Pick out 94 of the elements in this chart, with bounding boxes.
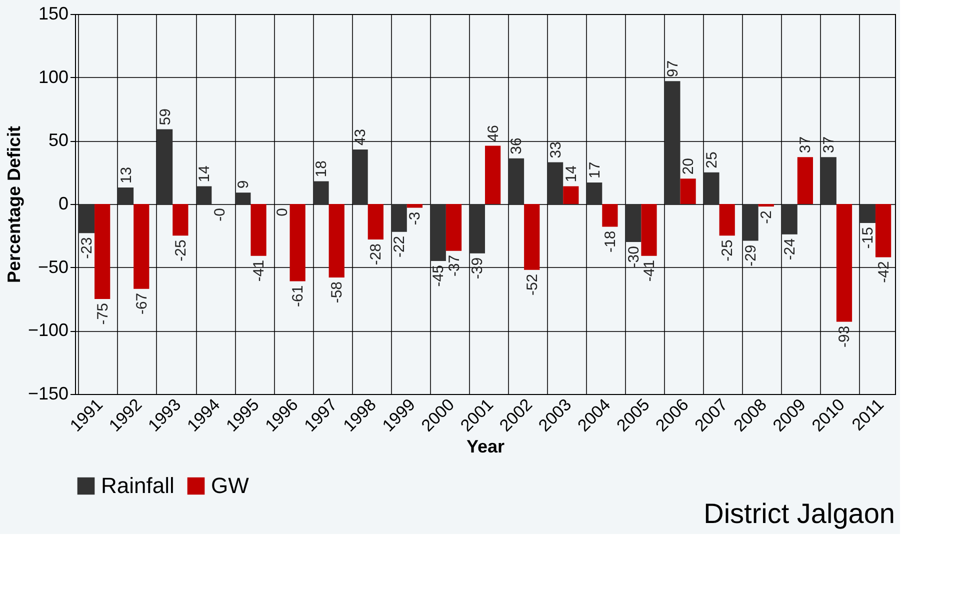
bar [664,81,680,204]
bar [602,204,618,227]
data-label: 97 [664,60,682,78]
data-label: -23 [78,237,96,259]
bar [446,204,462,251]
data-label: 0 [274,208,291,216]
bar [406,204,423,208]
data-label: 18 [313,160,330,178]
bar [290,204,306,282]
data-label: -52 [524,274,541,296]
data-label: 59 [156,108,174,126]
bar [157,129,173,204]
bar [430,204,446,261]
data-label: 46 [484,125,502,142]
bar [758,204,774,207]
bar [626,204,642,242]
bar [524,204,540,270]
bar [641,204,657,256]
data-label: -29 [742,244,760,266]
legend-label: GW [211,473,250,498]
data-label: 36 [508,138,526,154]
bar [469,204,485,254]
bar [172,204,188,236]
bar [563,186,579,204]
bar [250,204,266,256]
data-label: 43 [352,128,370,146]
bar [586,182,602,204]
data-label: -25 [172,240,190,262]
data-label: -45 [430,265,448,287]
y-tick-label: 100 [38,66,68,87]
bar [719,204,735,236]
bar [782,204,798,234]
data-label: 37 [820,136,838,154]
data-label: 9 [234,180,252,189]
legend-label: Rainfall [101,473,174,498]
data-label: -41 [641,260,658,282]
bar [508,158,524,204]
bar [313,181,329,204]
data-label: -67 [133,292,150,315]
bar [368,204,384,240]
data-label: -22 [391,236,408,258]
bar [485,146,501,204]
data-label: -28 [368,243,385,266]
data-label: -37 [446,254,463,277]
data-label: -30 [625,246,642,268]
data-label: 17 [586,162,604,178]
data-label: -61 [290,285,307,307]
data-label: -41 [250,260,268,282]
bar [235,192,251,204]
data-label: -2 [758,210,776,224]
y-tick-label: −100 [28,320,68,340]
bar [875,204,892,258]
data-label: -25 [719,240,736,262]
bar [820,157,836,204]
y-tick-label: 0 [58,194,68,214]
data-label: -15 [860,227,877,249]
bar [118,188,134,204]
data-label: -42 [875,261,892,283]
x-axis-title: Year [466,436,505,457]
y-tick-label: −50 [38,256,68,277]
bar [742,204,758,241]
text: District Jalgaon [704,498,895,529]
bar [328,204,344,278]
bar [94,204,110,299]
bar [196,186,212,204]
data-label: 14 [196,166,213,182]
bar [680,178,696,204]
data-label: 37 [797,136,814,154]
bar [134,204,150,289]
bar [704,172,720,204]
data-label: -75 [94,303,112,325]
data-label: 13 [118,166,135,184]
data-label: -58 [328,281,346,304]
data-label: 25 [703,152,720,168]
data-label: -24 [782,238,799,260]
data-label: 14 [562,166,580,182]
bar [352,150,368,204]
y-axis-title: Percentage Deficit [4,126,24,284]
data-label: 20 [680,158,698,175]
data-label: -18 [602,230,619,252]
y-tick-label: 50 [48,130,68,150]
bar [836,204,852,322]
bar [391,204,407,232]
data-label: 33 [547,142,564,158]
bar [547,162,564,204]
data-label: -3 [406,212,424,226]
data-label: -39 [469,257,486,280]
bar [860,204,876,223]
y-tick-label: 150 [38,4,68,24]
data-label: -0 [211,208,228,222]
y-tick-label: −150 [28,384,68,404]
bar [78,204,95,234]
bar [797,157,813,204]
data-label: -93 [836,326,854,348]
